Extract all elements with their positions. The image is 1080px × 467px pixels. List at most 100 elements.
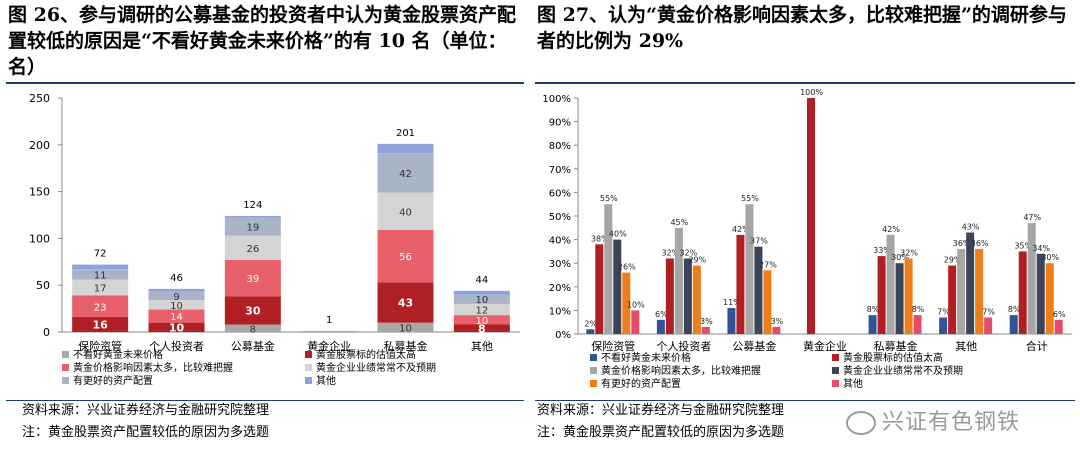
bar (745, 204, 754, 334)
data-label: 6% (1053, 310, 1066, 319)
bar (674, 227, 683, 334)
x-tick-label: 保险资管 (78, 339, 122, 353)
legend-label: 黄金股票标的估值太高 (843, 351, 943, 364)
segment-label: 11 (94, 270, 107, 281)
data-label: 36% (953, 239, 971, 248)
bar-segment (377, 229, 434, 283)
data-label: 11% (723, 298, 741, 307)
x-tick-label: 公募基金 (732, 339, 776, 353)
x-tick-label: 私募基金 (384, 339, 428, 353)
data-label: 32% (900, 248, 918, 257)
bar (939, 317, 948, 334)
bar-segment (377, 192, 434, 230)
bar (868, 315, 877, 334)
bar (904, 258, 913, 334)
y-tick-label: 40% (549, 236, 571, 247)
bar (656, 319, 665, 334)
data-label: 3% (771, 317, 784, 326)
data-label: 33% (873, 246, 891, 255)
total-label: 201 (396, 128, 415, 139)
segment-label: 9 (173, 292, 179, 303)
fig27-note: 注：黄金股票资产配置较低的原因为多选题 (537, 425, 785, 440)
fig26-source: 资料来源：兴业证券经济与金融研究院整理 (22, 403, 270, 418)
bar-segment (224, 324, 281, 332)
y-tick-label: 0% (555, 330, 571, 341)
bar (877, 256, 886, 334)
y-tick-label: 30% (549, 259, 571, 270)
legend-swatch (62, 377, 69, 384)
bar-segment (224, 217, 281, 236)
legend-label: 黄金价格影响因素太多，比较难把握 (73, 361, 233, 374)
fig26-note: 注：黄金股票资产配置较低的原因为多选题 (22, 425, 270, 440)
data-label: 8% (912, 305, 925, 314)
bar-segment (224, 235, 281, 260)
bar-segment (148, 309, 205, 323)
legend-swatch (590, 367, 597, 374)
bar-segment (148, 291, 205, 301)
bar-segment (377, 282, 434, 323)
y-tick-label: 150 (29, 186, 50, 199)
bar-segment (377, 153, 434, 193)
data-label: 36% (971, 239, 989, 248)
data-label: 26% (618, 263, 636, 272)
legend-swatch (305, 351, 312, 358)
x-tick-label: 保险资管 (591, 339, 635, 353)
y-tick-label: 100% (542, 94, 571, 105)
bar (913, 315, 922, 334)
legend-label: 不看好黄金未来价格 (601, 351, 691, 364)
legend-swatch (832, 380, 839, 387)
y-tick-label: 250 (29, 92, 50, 105)
bottom-rule-left (6, 400, 524, 401)
bar (595, 244, 604, 334)
legend-swatch (305, 377, 312, 384)
bar (966, 232, 975, 334)
legend-label: 黄金价格影响因素太多，比较难把握 (601, 364, 761, 377)
y-tick-label: 70% (549, 165, 571, 176)
data-label: 10% (627, 300, 645, 309)
legend-swatch (590, 354, 597, 361)
bar (727, 308, 736, 334)
bar-segment (377, 322, 434, 332)
bar (665, 258, 674, 334)
bar-segment (148, 300, 205, 310)
segment-label: 42 (399, 169, 412, 180)
legend-label: 其他 (843, 377, 863, 390)
bar-segment (148, 322, 205, 332)
bar (736, 234, 745, 334)
total-label: 46 (170, 273, 183, 284)
data-label: 47% (1023, 213, 1041, 222)
bar (957, 249, 966, 334)
bar-segment (453, 324, 510, 332)
segment-label: 19 (246, 223, 259, 234)
bar (895, 263, 904, 334)
bar (984, 317, 993, 334)
segment-label: 10 (170, 301, 183, 312)
x-tick-label: 合计 (1026, 339, 1048, 353)
legend-swatch (62, 364, 69, 371)
legend-swatch (305, 364, 312, 371)
legend-swatch (832, 367, 839, 374)
y-tick-label: 0 (43, 326, 50, 339)
total-label: 72 (94, 249, 107, 260)
legend-label: 黄金企业业绩常常不及预期 (316, 361, 436, 374)
legend-swatch (62, 351, 69, 358)
data-label: 30% (891, 253, 909, 262)
data-label: 3% (700, 317, 713, 326)
bar-segment (72, 295, 129, 318)
bar (631, 310, 640, 334)
y-tick-label: 10% (549, 306, 571, 317)
top-rule-left (6, 82, 524, 84)
bar (948, 265, 957, 334)
data-label: 8% (867, 305, 880, 314)
segment-label: 10 (475, 295, 488, 306)
bar-segment (72, 264, 129, 270)
fig27-source: 资料来源：兴业证券经济与金融研究院整理 (537, 403, 785, 418)
watermark-text: 兴证有色钢铁 (882, 410, 1021, 435)
bar-segment (453, 294, 510, 304)
bar (1045, 263, 1054, 334)
y-tick-label: 60% (549, 188, 571, 199)
y-tick-label: 90% (549, 118, 571, 129)
legend-swatch (590, 380, 597, 387)
data-label: 7% (937, 307, 950, 316)
legend-label: 其他 (316, 374, 336, 387)
